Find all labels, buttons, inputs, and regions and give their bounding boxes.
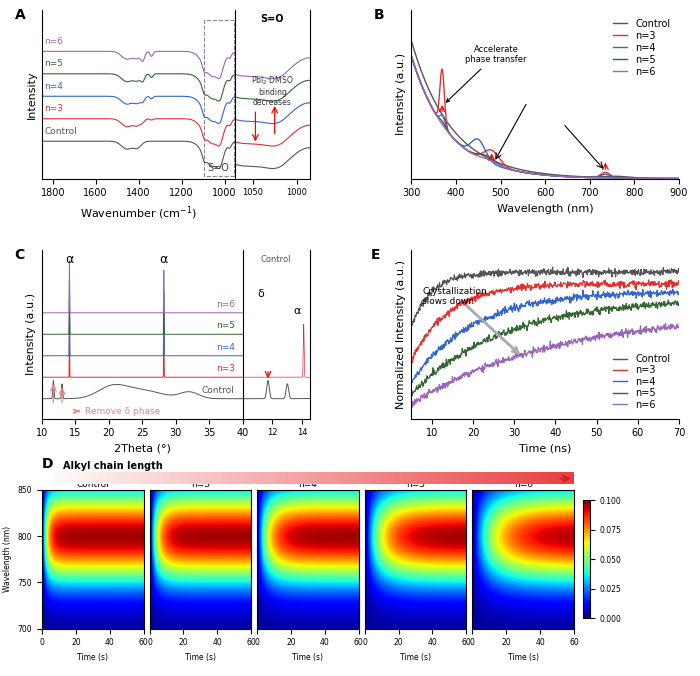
Title: n=3: n=3 xyxy=(191,480,210,489)
Control xyxy=(407,37,416,45)
Y-axis label: Intensity (a.u.): Intensity (a.u.) xyxy=(27,293,36,375)
n=4 xyxy=(454,139,463,147)
n=3 xyxy=(565,172,573,180)
n=5 xyxy=(609,174,617,182)
Text: D: D xyxy=(42,457,53,471)
Text: S=O: S=O xyxy=(260,14,284,24)
Text: n=5: n=5 xyxy=(216,321,234,331)
n=4 xyxy=(528,170,537,178)
Line: Control: Control xyxy=(412,41,679,178)
Text: E: E xyxy=(371,248,381,262)
Control xyxy=(476,150,484,158)
Text: S=O: S=O xyxy=(207,163,229,173)
Text: Control: Control xyxy=(261,255,291,264)
Control xyxy=(609,172,617,180)
Text: Control: Control xyxy=(202,386,234,395)
Legend: Control, n=3, n=4, n=5, n=6: Control, n=3, n=4, n=5, n=6 xyxy=(609,350,674,414)
n=3 xyxy=(454,139,463,147)
X-axis label: Wavelength (nm): Wavelength (nm) xyxy=(497,204,594,214)
n=5 xyxy=(454,139,463,147)
Text: Remove δ phase: Remove δ phase xyxy=(74,407,160,416)
X-axis label: Time (s): Time (s) xyxy=(185,653,216,662)
n=5 xyxy=(565,172,573,180)
n=6 xyxy=(565,172,573,180)
Text: n=5: n=5 xyxy=(44,59,63,68)
Text: n=3: n=3 xyxy=(44,104,63,113)
X-axis label: Time (s): Time (s) xyxy=(508,653,538,662)
Text: n=6: n=6 xyxy=(44,37,63,46)
n=6 xyxy=(675,174,683,183)
n=6 xyxy=(454,139,463,147)
Text: α: α xyxy=(65,254,74,266)
Bar xyxy=(204,20,234,176)
Line: n=6: n=6 xyxy=(412,56,679,178)
n=5 xyxy=(476,150,484,158)
Title: n=4: n=4 xyxy=(298,480,317,489)
Line: n=5: n=5 xyxy=(412,56,679,178)
Text: B: B xyxy=(374,9,384,22)
n=3 xyxy=(586,174,594,182)
n=3 xyxy=(675,174,683,183)
n=3 xyxy=(609,172,617,180)
n=5 xyxy=(675,174,683,183)
n=4 xyxy=(586,174,594,182)
Text: δ: δ xyxy=(258,289,264,299)
n=5 xyxy=(586,174,594,182)
n=6 xyxy=(609,174,617,182)
Text: α: α xyxy=(293,306,300,316)
Text: PbI$_2$·DMSO
binding
decreases: PbI$_2$·DMSO binding decreases xyxy=(251,74,294,107)
Text: Crystallization
slows down: Crystallization slows down xyxy=(422,287,486,306)
Y-axis label: Normalized Intensity (a.u.): Normalized Intensity (a.u.) xyxy=(395,260,406,409)
Title: Control: Control xyxy=(76,480,109,489)
X-axis label: Time (s): Time (s) xyxy=(77,653,108,662)
n=3 xyxy=(476,150,484,158)
X-axis label: 2Theta (°): 2Theta (°) xyxy=(114,444,171,454)
Control xyxy=(454,132,463,141)
Text: n=4: n=4 xyxy=(44,82,63,91)
Title: n=5: n=5 xyxy=(406,480,425,489)
n=4 xyxy=(675,174,683,183)
n=6 xyxy=(528,170,537,178)
Line: n=4: n=4 xyxy=(412,56,679,178)
n=4 xyxy=(407,52,416,60)
X-axis label: Time (s): Time (s) xyxy=(293,653,323,662)
n=6 xyxy=(476,153,484,161)
Text: n=4: n=4 xyxy=(216,343,234,352)
n=5 xyxy=(528,170,537,178)
n=5 xyxy=(407,52,416,60)
Control xyxy=(586,173,594,181)
Text: Accelerate
phase transfer: Accelerate phase transfer xyxy=(447,45,527,102)
Text: C: C xyxy=(14,248,24,262)
Y-axis label: Intensity (a.u.): Intensity (a.u.) xyxy=(395,53,406,135)
Title: n=6: n=6 xyxy=(514,480,533,489)
Text: Control: Control xyxy=(44,126,77,136)
Text: α: α xyxy=(160,254,168,266)
Control xyxy=(675,174,683,183)
n=4 xyxy=(609,173,617,181)
Legend: Control, n=3, n=4, n=5, n=6: Control, n=3, n=4, n=5, n=6 xyxy=(609,15,674,80)
Control xyxy=(565,172,573,180)
X-axis label: Time (ns): Time (ns) xyxy=(519,444,571,454)
Control xyxy=(528,168,537,176)
Text: A: A xyxy=(15,9,26,22)
Line: n=3: n=3 xyxy=(412,56,679,178)
n=3 xyxy=(407,52,416,60)
n=3 xyxy=(528,170,537,178)
Text: n=6: n=6 xyxy=(216,300,234,309)
n=6 xyxy=(586,174,594,182)
Text: n=3: n=3 xyxy=(216,364,234,373)
X-axis label: Wavenumber (cm$^{-1}$): Wavenumber (cm$^{-1}$) xyxy=(80,204,197,222)
n=6 xyxy=(407,52,416,60)
n=4 xyxy=(476,137,484,145)
X-axis label: Time (s): Time (s) xyxy=(400,653,431,662)
Y-axis label: Wavelength (nm): Wavelength (nm) xyxy=(3,526,12,592)
Y-axis label: Intensity: Intensity xyxy=(27,70,36,119)
n=4 xyxy=(565,172,573,180)
Text: Alkyl chain length: Alkyl chain length xyxy=(63,461,162,471)
